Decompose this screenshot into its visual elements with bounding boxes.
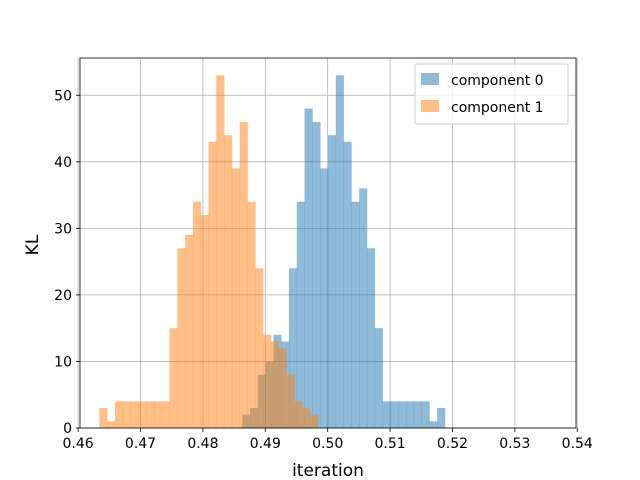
bar-component-1 [278,348,287,428]
x-tick-label: 0.48 [187,436,218,452]
legend-label-component-0: component 0 [451,73,544,89]
bar-component-1 [224,135,233,428]
bar-component-0 [343,141,352,428]
bar-component-1 [99,408,108,428]
x-tick-label: 0.52 [437,436,468,452]
bar-component-0 [304,108,313,429]
bar-component-1 [146,401,155,428]
bar-component-0 [289,268,298,428]
bar-component-1 [309,414,319,428]
x-axis-label: iteration [292,461,364,480]
histogram-bars [99,75,446,429]
bar-component-0 [405,401,415,428]
bar-component-0 [382,401,391,428]
bar-component-1 [263,334,272,428]
bar-component-1 [130,401,139,428]
y-tick-label: 10 [54,354,72,370]
bar-component-0 [296,201,305,428]
bar-component-0 [328,135,337,428]
bar-component-0 [335,75,344,428]
legend-box [414,63,569,125]
x-tick-label: 0.54 [562,436,593,452]
bar-component-0 [320,168,329,428]
bar-component-0 [359,188,368,428]
bar-component-0 [413,401,422,428]
bar-component-1 [270,341,280,428]
legend-swatch-component-0 [421,73,439,85]
bar-component-1 [177,248,186,428]
bar-component-0 [374,328,383,428]
x-tick-label: 0.46 [63,436,94,452]
bar-component-1 [294,401,303,428]
y-axis-label: KL [23,234,43,255]
bar-component-1 [192,201,202,428]
y-tick-label: 40 [54,155,72,171]
bar-component-0 [429,421,438,428]
bar-component-1 [122,401,131,428]
bar-component-0 [390,401,399,428]
bar-component-1 [107,421,116,428]
x-tick-label: 0.49 [250,436,281,452]
y-tick-label: 20 [54,288,72,304]
legend: component 0 component 1 [414,63,569,125]
legend-swatch-component-1 [421,100,439,112]
y-tick-label: 30 [54,221,72,237]
bar-component-0 [398,401,407,428]
y-tick-label: 50 [54,88,72,104]
bar-component-1 [153,401,163,428]
bar-component-1 [216,75,225,428]
bar-component-0 [437,408,446,428]
bar-component-0 [351,201,360,428]
bar-component-1 [255,268,264,428]
bar-component-1 [138,401,147,428]
axis-ticks: 0.46 0.47 0.48 0.49 0.50 0.51 0.52 0.53 0.54 0 10 2… [54,88,593,452]
bar-component-1 [286,374,295,428]
bar-component-1 [114,401,124,428]
y-tick-label: 0 [63,421,72,437]
bar-component-0 [312,121,321,429]
bar-component-1 [231,168,241,428]
x-tick-label: 0.51 [374,436,405,452]
bar-component-1 [239,121,248,429]
x-tick-label: 0.53 [499,436,530,452]
bar-component-1 [247,201,256,428]
bar-component-1 [169,328,178,428]
x-tick-label: 0.47 [125,436,156,452]
x-tick-label: 0.50 [312,436,343,452]
bar-component-0 [421,401,430,428]
bar-component-1 [208,141,217,428]
bar-component-0 [366,248,376,428]
bar-component-1 [185,235,194,428]
legend-label-component-1: component 1 [451,100,544,116]
bar-component-1 [161,401,170,428]
bar-component-1 [200,215,209,428]
series-component-1 [99,75,319,429]
bar-component-1 [302,408,311,428]
